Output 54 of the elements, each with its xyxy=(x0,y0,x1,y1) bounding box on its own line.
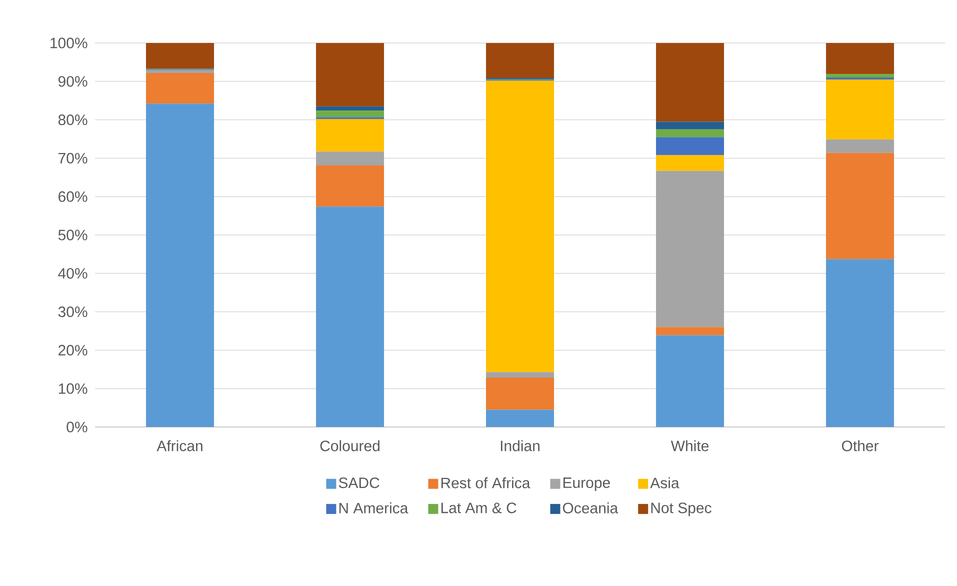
legend-label: Rest of Africa xyxy=(441,477,530,488)
y-tick-label: 100% xyxy=(50,38,88,48)
bar xyxy=(316,119,384,152)
x-tick-label: Coloured xyxy=(320,440,380,452)
bar xyxy=(656,155,724,171)
y-tick-label: 20% xyxy=(58,344,88,356)
bar xyxy=(316,206,384,427)
y-tick-label: 10% xyxy=(58,383,88,394)
legend-label: N America xyxy=(339,502,408,514)
bar xyxy=(826,79,894,140)
bar xyxy=(316,42,384,106)
x-tick-label: White xyxy=(670,440,709,452)
bar xyxy=(826,259,894,427)
bar xyxy=(826,152,894,260)
bar xyxy=(316,110,384,118)
legend-label: Not Spec xyxy=(651,502,712,516)
y-tick-label: 50% xyxy=(58,230,88,240)
legend-label: Oceania xyxy=(562,502,618,514)
y-tick-label: 0% xyxy=(66,422,88,432)
bar xyxy=(486,42,554,78)
y-tick-label: 90% xyxy=(58,76,88,87)
bar xyxy=(656,137,724,156)
bar xyxy=(146,104,214,427)
bar xyxy=(656,335,724,427)
bar xyxy=(656,327,724,336)
y-tick-label: 80% xyxy=(58,114,88,126)
bar xyxy=(656,122,724,130)
x-tick-label: African xyxy=(156,440,202,452)
bar xyxy=(826,139,894,153)
y-tick-label: 70% xyxy=(58,152,88,164)
bar xyxy=(486,377,554,410)
bar xyxy=(486,410,554,427)
bar xyxy=(146,70,214,73)
bar xyxy=(316,152,384,166)
y-tick-label: 30% xyxy=(58,306,88,318)
x-tick-label: Other xyxy=(842,440,879,452)
bar xyxy=(316,165,384,207)
bar xyxy=(316,106,384,111)
legend-label: Europe xyxy=(563,478,610,491)
legend-label: Lat Am & C xyxy=(441,502,516,514)
bar xyxy=(826,42,894,74)
bar xyxy=(486,372,554,378)
bar xyxy=(656,129,724,138)
y-tick-label: 40% xyxy=(58,268,88,279)
y-tick-label: 60% xyxy=(58,191,88,202)
bar xyxy=(146,72,214,104)
bar xyxy=(826,74,894,78)
legend-label: SADC xyxy=(338,477,380,488)
bar xyxy=(486,80,554,372)
bar xyxy=(656,42,724,122)
bar xyxy=(146,42,214,69)
x-tick-label: Indian xyxy=(500,440,540,452)
legend-label: Asia xyxy=(650,477,680,488)
bar xyxy=(656,170,724,328)
